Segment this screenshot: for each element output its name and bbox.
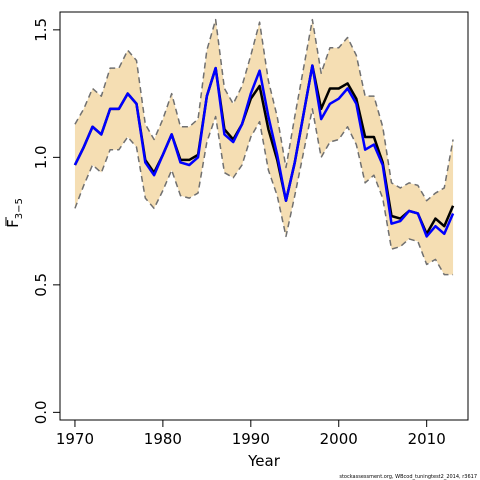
svg-text:F3−5: F3−5 [4, 198, 25, 228]
ci-bound-line-3 [74, 108, 454, 276]
y-tick-label: 1.5 [32, 18, 50, 42]
confidence-band-layer [74, 19, 454, 275]
plot-frame [59, 11, 469, 421]
x-axis: 1970 1980 1990 2000 2010 [56, 420, 446, 448]
x-tick-label: 1980 [144, 430, 182, 448]
y-tick-label: 0.0 [32, 400, 50, 424]
series-layer [73, 18, 455, 276]
x-tick-label: 2010 [408, 430, 446, 448]
x-tick-label: 1990 [232, 430, 270, 448]
x-axis-label: Year [247, 452, 281, 470]
y-axis-label-sub: 3−5 [14, 198, 25, 219]
x-tick-label: 1970 [56, 430, 94, 448]
x-tick-label: 2000 [320, 430, 358, 448]
confidence-band [74, 19, 454, 275]
y-axis-label: F3−5 [4, 198, 25, 228]
ci-bound-line-2 [74, 18, 454, 202]
credit-text: stockassessment.org, WBcod_tuningtest2_2… [339, 474, 477, 480]
y-axis-label-main: F [4, 219, 22, 228]
y-tick-label: 1.0 [32, 145, 50, 169]
y-tick-label: 0.5 [32, 273, 50, 297]
estimate-line-1 [73, 64, 455, 238]
y-axis: 0.0 0.5 1.0 1.5 [32, 18, 60, 424]
